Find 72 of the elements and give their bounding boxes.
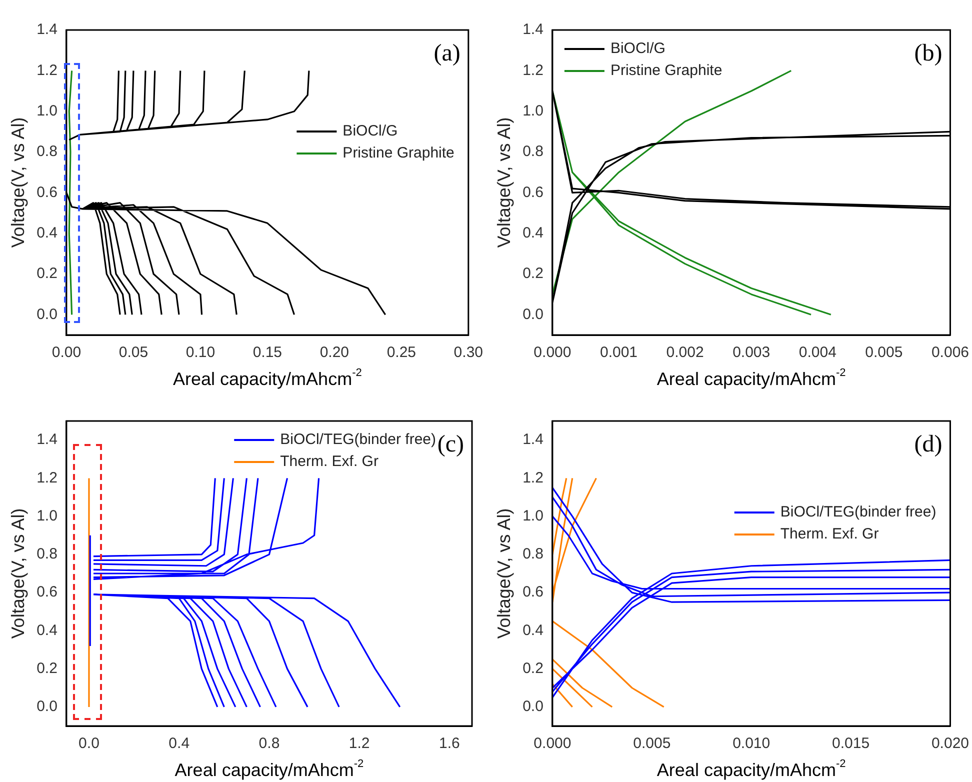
y-tick-label: 0.8 bbox=[522, 546, 544, 563]
y-tick-label: 0.0 bbox=[36, 698, 58, 716]
legend-label: BiOCl/TEG(binder free) bbox=[780, 504, 936, 521]
x-tick-label: 0.010 bbox=[732, 735, 770, 752]
y-tick-label: 1.4 bbox=[522, 431, 544, 448]
x-tick-label: 0.005 bbox=[633, 735, 671, 752]
x-tick-label: 0.003 bbox=[732, 344, 770, 362]
y-tick-label: 0.8 bbox=[36, 546, 58, 563]
y-tick-label: 1.2 bbox=[522, 62, 544, 79]
y-tick-label: 1.2 bbox=[36, 62, 58, 79]
y-tick-label: 1.0 bbox=[522, 102, 544, 120]
x-tick-label: 0.30 bbox=[454, 344, 484, 362]
legend-label: Pristine Graphite bbox=[342, 144, 454, 162]
legend-label: BiOCl/G bbox=[342, 122, 398, 140]
y-tick-label: 0.2 bbox=[522, 265, 544, 282]
x-tick-label: 0.00 bbox=[52, 344, 82, 362]
annotation: (c) bbox=[437, 431, 464, 458]
x-tick-label: 0.004 bbox=[798, 344, 836, 362]
y-tick-label: 0.2 bbox=[36, 265, 58, 282]
legend-label: Therm. Exf. Gr bbox=[280, 453, 378, 470]
y-tick-label: 1.0 bbox=[522, 507, 544, 524]
x-tick-label: 0.4 bbox=[168, 735, 190, 752]
y-tick-label: 0.0 bbox=[36, 306, 58, 323]
x-tick-label: 0.8 bbox=[258, 735, 280, 752]
x-tick-label: 0.05 bbox=[118, 344, 148, 362]
y-tick-label: 0.6 bbox=[36, 184, 58, 201]
x-tick-label: 0.006 bbox=[931, 344, 970, 362]
x-tick-label: 0.005 bbox=[865, 344, 903, 362]
x-tick-label: 0.25 bbox=[386, 344, 416, 362]
y-axis-title: Voltage(V, vs Al) bbox=[494, 117, 514, 248]
y-tick-label: 0.6 bbox=[522, 184, 544, 201]
y-tick-label: 1.4 bbox=[36, 21, 58, 38]
x-tick-label: 0.015 bbox=[832, 735, 870, 752]
y-tick-label: 1.2 bbox=[522, 469, 544, 486]
y-tick-label: 0.0 bbox=[522, 306, 544, 323]
y-tick-label: 0.6 bbox=[522, 584, 544, 601]
x-tick-label: 0.10 bbox=[186, 344, 216, 362]
x-tick-label: 0.000 bbox=[534, 344, 572, 362]
legend-label: BiOCl/TEG(binder free) bbox=[280, 431, 436, 448]
y-tick-label: 0.6 bbox=[36, 584, 58, 601]
y-tick-label: 0.4 bbox=[36, 224, 58, 242]
y-tick-label: 1.2 bbox=[36, 469, 58, 486]
y-axis-title: Voltage(V, vs Al) bbox=[8, 117, 28, 248]
x-tick-label: 0.20 bbox=[320, 344, 350, 362]
y-tick-label: 0.8 bbox=[522, 143, 544, 160]
x-tick-label: 0.001 bbox=[600, 344, 638, 362]
legend-label: Therm. Exf. Gr bbox=[780, 526, 879, 543]
x-tick-label: 0.000 bbox=[534, 735, 572, 752]
x-tick-label: 0.020 bbox=[931, 735, 970, 752]
y-tick-label: 0.2 bbox=[522, 660, 544, 677]
annotation: (a) bbox=[434, 40, 460, 66]
y-axis-title: Voltage(V, vs Al) bbox=[494, 508, 514, 639]
y-tick-label: 1.4 bbox=[36, 431, 58, 448]
legend-label: Pristine Graphite bbox=[610, 62, 722, 80]
x-tick-label: 1.6 bbox=[439, 735, 460, 752]
y-tick-label: 0.0 bbox=[522, 698, 544, 716]
legend-label: BiOCl/G bbox=[610, 40, 666, 58]
y-tick-label: 0.8 bbox=[36, 143, 58, 160]
y-tick-label: 0.4 bbox=[522, 622, 544, 639]
x-tick-label: 0.15 bbox=[252, 344, 282, 362]
y-tick-label: 0.4 bbox=[36, 622, 58, 639]
y-tick-label: 1.4 bbox=[522, 21, 544, 38]
x-tick-label: 0.0 bbox=[78, 735, 100, 752]
y-tick-label: 0.2 bbox=[36, 660, 58, 677]
x-tick-label: 0.002 bbox=[666, 344, 704, 362]
y-tick-label: 0.4 bbox=[522, 224, 544, 242]
annotation: (d) bbox=[914, 431, 942, 458]
y-tick-label: 1.0 bbox=[36, 507, 58, 524]
annotation: (b) bbox=[914, 40, 942, 66]
x-tick-label: 1.2 bbox=[348, 735, 370, 752]
y-axis-title: Voltage(V, vs Al) bbox=[8, 508, 28, 639]
y-tick-label: 1.0 bbox=[36, 102, 58, 120]
